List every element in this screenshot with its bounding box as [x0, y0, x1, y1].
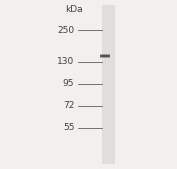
Text: kDa: kDa	[65, 5, 83, 14]
Text: 72: 72	[63, 101, 74, 110]
Text: 250: 250	[57, 26, 74, 35]
Text: 130: 130	[57, 57, 74, 66]
Text: 55: 55	[63, 123, 74, 132]
Text: 95: 95	[63, 79, 74, 88]
Bar	[102, 5, 115, 164]
